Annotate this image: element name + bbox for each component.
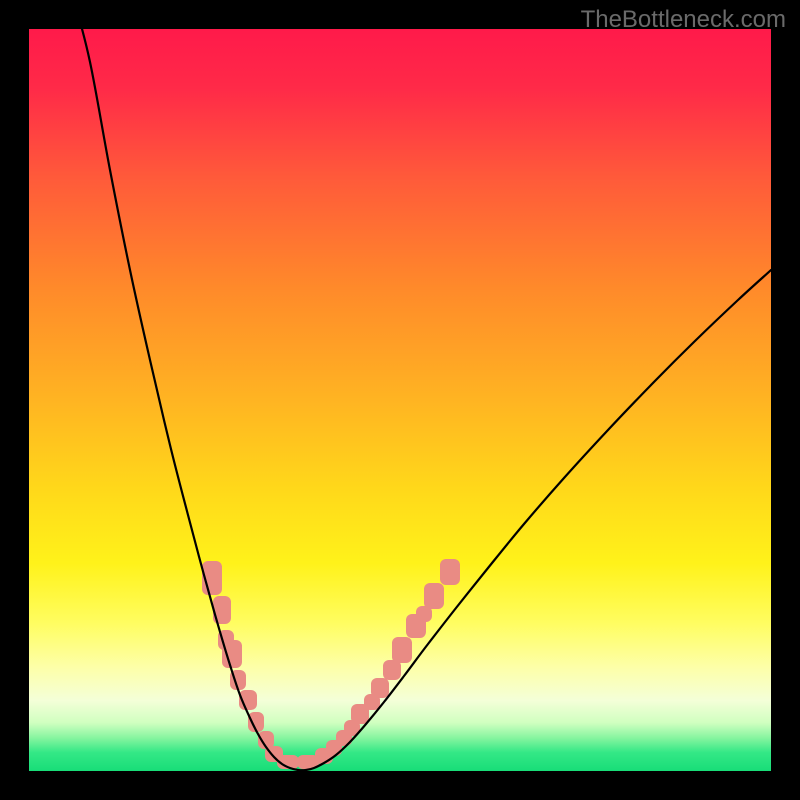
data-marker xyxy=(424,583,444,609)
data-marker xyxy=(392,637,412,663)
watermark-text: TheBottleneck.com xyxy=(581,6,786,34)
data-marker xyxy=(371,678,389,698)
data-marker xyxy=(440,559,460,585)
chart-frame: TheBottleneck.com xyxy=(0,0,800,800)
chart-svg xyxy=(0,0,800,800)
data-marker xyxy=(222,640,242,668)
